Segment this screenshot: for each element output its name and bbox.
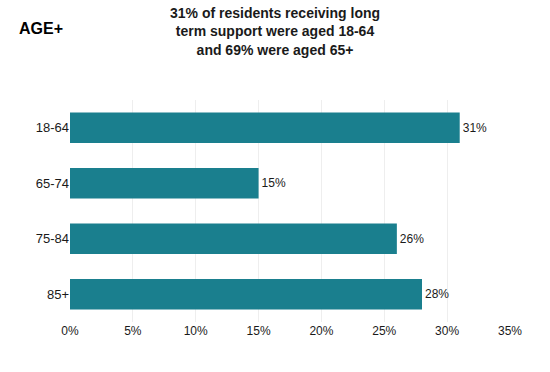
svg-text:0%: 0% xyxy=(61,324,79,338)
svg-text:28%: 28% xyxy=(425,287,449,301)
svg-text:15%: 15% xyxy=(247,324,271,338)
svg-text:85+: 85+ xyxy=(47,287,69,302)
svg-text:65-74: 65-74 xyxy=(36,176,69,191)
svg-text:26%: 26% xyxy=(400,232,424,246)
svg-text:75-84: 75-84 xyxy=(36,231,69,246)
svg-text:25%: 25% xyxy=(372,324,396,338)
svg-text:10%: 10% xyxy=(184,324,208,338)
svg-text:18-64: 18-64 xyxy=(36,120,69,135)
svg-text:5%: 5% xyxy=(124,324,142,338)
svg-text:31%: 31% xyxy=(463,121,487,135)
svg-text:35%: 35% xyxy=(498,324,522,338)
svg-text:31% of residents receiving lon: 31% of residents receiving longterm supp… xyxy=(170,5,380,57)
svg-text:AGE+: AGE+ xyxy=(19,20,63,37)
svg-text:20%: 20% xyxy=(309,324,333,338)
svg-text:30%: 30% xyxy=(435,324,459,338)
svg-text:15%: 15% xyxy=(262,176,286,190)
